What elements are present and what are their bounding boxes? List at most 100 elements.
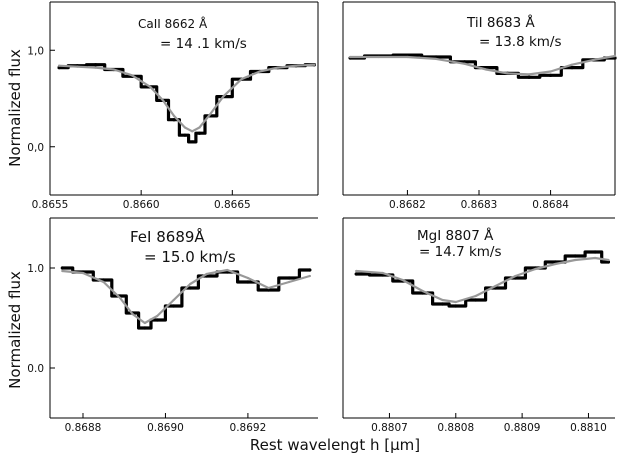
x-tick-label: 0.8684 xyxy=(532,199,569,211)
y-axis-label-bottom: Normalized flux xyxy=(6,271,24,389)
model-point xyxy=(528,73,531,76)
observed-point xyxy=(60,266,64,270)
model-point xyxy=(381,271,384,275)
model-point xyxy=(421,289,424,293)
line-label: FeI 8689Å xyxy=(130,227,205,246)
observed-point xyxy=(570,66,574,70)
model-point xyxy=(485,68,488,71)
line-label: TiI 8683 Å xyxy=(466,14,536,31)
observed-point xyxy=(197,131,202,135)
observed-point xyxy=(188,286,192,290)
model-point xyxy=(61,269,64,273)
x-tick-label: 0.8692 xyxy=(230,422,267,434)
model-fit-line xyxy=(349,54,617,76)
observed-point xyxy=(266,288,271,292)
y-tick-label: 0.0 xyxy=(27,363,44,375)
y-axis-label-top: Normalized flux xyxy=(6,49,24,167)
x-axis-label: Rest wavelengt h [μm] xyxy=(250,436,420,454)
model-point xyxy=(183,126,187,129)
model-point xyxy=(102,280,105,284)
x-tick-label: 0.8655 xyxy=(32,199,69,211)
model-point xyxy=(494,284,497,288)
model-point xyxy=(355,269,358,273)
y-tick-label: 0,0 xyxy=(27,142,44,154)
model-point xyxy=(308,274,311,278)
model-point xyxy=(514,274,517,278)
x-tick-label: 0.8688 xyxy=(65,422,102,434)
line-width-label: = 14 .1 km/s xyxy=(160,36,247,52)
model-point xyxy=(198,126,201,129)
model-point xyxy=(406,55,409,59)
model-point xyxy=(189,282,192,286)
model-fit-line xyxy=(61,268,311,325)
model-point xyxy=(240,78,243,81)
line-width-label: = 15.0 km/s xyxy=(144,248,236,266)
model-point xyxy=(94,66,97,69)
model-point xyxy=(454,300,457,304)
model-point xyxy=(143,321,146,325)
observed-point xyxy=(474,298,478,302)
model-point xyxy=(288,280,291,284)
model-point xyxy=(191,130,194,133)
model-point xyxy=(592,58,595,62)
model-point xyxy=(205,272,208,276)
model-point xyxy=(258,70,261,73)
model-point xyxy=(246,276,250,280)
line-width-label: = 13.8 km/s xyxy=(479,34,562,50)
model-point xyxy=(313,63,316,66)
x-tick-label: 0.8809 xyxy=(504,422,541,434)
line-width-label: = 14.7 km/s xyxy=(419,244,502,260)
observed-point xyxy=(308,268,312,272)
observed-point xyxy=(246,280,250,284)
observed-point xyxy=(593,250,597,254)
observed-point xyxy=(548,73,553,77)
x-tick-label: 0.8682 xyxy=(389,199,426,211)
model-point xyxy=(226,268,229,272)
model-point xyxy=(149,85,152,89)
observed-point xyxy=(172,304,176,308)
model-point xyxy=(463,62,466,65)
model-point xyxy=(209,112,212,116)
model-point xyxy=(276,66,279,69)
model-fit-line xyxy=(58,63,316,133)
model-point xyxy=(549,70,552,73)
model-point xyxy=(130,74,134,77)
model-point xyxy=(593,256,597,260)
model-point xyxy=(474,294,477,298)
model-point xyxy=(295,64,298,67)
model-point xyxy=(172,114,176,117)
y-tick-label: 1,0 xyxy=(27,45,44,57)
model-point xyxy=(112,68,115,71)
x-tick-label: 0.8807 xyxy=(371,422,408,434)
model-point xyxy=(377,55,380,59)
x-tick-label: 0.8690 xyxy=(147,422,184,434)
model-point xyxy=(172,298,175,302)
observed-point xyxy=(606,260,610,264)
panel-bottom-right: 0.8807 0.8808 0.8809 0.8810 MgI 8807 Å= 14.7… xyxy=(342,217,615,434)
observed-point xyxy=(354,272,358,276)
observed-point xyxy=(454,304,458,308)
observed-point xyxy=(93,63,98,67)
observed-point xyxy=(143,326,147,330)
observed-point xyxy=(190,140,194,144)
x-tick-label: 0.8810 xyxy=(570,422,607,434)
line-label: MgI 8807 Å xyxy=(417,227,494,244)
model-point xyxy=(76,65,79,68)
observed-point xyxy=(573,254,577,258)
model-fit-line xyxy=(355,256,610,304)
model-point xyxy=(349,55,352,59)
model-point xyxy=(156,314,159,318)
panel-top-right: 0.8682 0.8683 0.8684 TiI 8683 Å = 13.8 km/s xyxy=(342,1,617,211)
panel-top-left: 0.8655 0.8660 0.8665 1,0 0,0 CaII 8662 Å = 14 … xyxy=(27,1,319,211)
observed-point xyxy=(287,276,291,280)
observed-spectrum-line xyxy=(57,63,316,144)
observed-point xyxy=(440,302,445,306)
observed-spectrum-line xyxy=(354,250,610,308)
model-point xyxy=(574,258,577,262)
model-point xyxy=(554,262,557,266)
model-point xyxy=(401,278,404,282)
model-point xyxy=(570,63,574,66)
model-point xyxy=(534,267,537,271)
observed-point xyxy=(527,75,531,79)
